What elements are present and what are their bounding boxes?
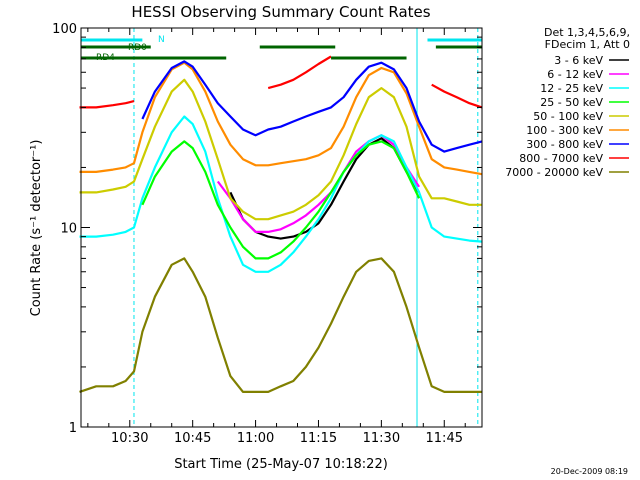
series-line-1: [229, 137, 421, 240]
series-line-9: [79, 257, 482, 393]
plot-area: N RD0 RD4: [79, 28, 483, 427]
x-tick-label-4: 11:15: [300, 431, 337, 446]
flag-label-rd4: RD4: [96, 53, 115, 63]
x-tick-label-1: 10:30: [111, 431, 148, 446]
legend-entry-label-1: 3 - 6 keV: [554, 54, 603, 67]
x-tick-label-5: 11:30: [363, 431, 400, 446]
legend: Det 1,3,4,5,6,9,FDecim 1, Att 0 3 - 6 keV…: [505, 26, 630, 179]
series-line-3: [79, 115, 483, 273]
legend-entry-label-9: 7000 - 20000 keV: [505, 166, 603, 179]
series-line-8: [79, 55, 483, 109]
legend-title-line-2: FDecim 1, Att 0: [545, 38, 630, 51]
x-tick-label-6: 11:45: [426, 431, 463, 446]
series-line-4: [141, 140, 421, 260]
series-line-5: [79, 78, 482, 221]
axes: 10:30 10:45 11:00 11:15 11:30 11:45 1 10 100: [52, 22, 482, 446]
chart-title: HESSI Observing Summary Count Rates: [131, 3, 430, 21]
x-axis-label: Start Time (25-May-07 10:18:22): [174, 457, 388, 472]
legend-entry-label-6: 100 - 300 keV: [526, 124, 603, 137]
legend-entry-label-8: 800 - 7000 keV: [519, 152, 603, 165]
legend-entry-label-4: 25 - 50 keV: [540, 96, 603, 109]
x-tick-label-3: 11:00: [237, 431, 274, 446]
series-line-7: [141, 60, 483, 153]
legend-entry-label-3: 12 - 25 keV: [540, 82, 603, 95]
legend-entry-label-2: 6 - 12 keV: [547, 68, 603, 81]
y-tick-label-2: 10: [60, 222, 77, 237]
legend-title-line-1: Det 1,3,4,5,6,9,: [544, 26, 630, 39]
flag-label-n: N: [158, 35, 165, 45]
y-axis-label: Count Rate (s⁻¹ detector⁻¹): [29, 140, 44, 317]
flag-label-rd0: RD0: [128, 43, 147, 53]
x-tick-label-2: 10:45: [174, 431, 211, 446]
generation-timestamp: 20-Dec-2009 08:19: [551, 467, 628, 476]
series-line-6: [79, 61, 483, 176]
y-tick-label-1: 1: [69, 421, 77, 436]
legend-entry-label-7: 300 - 800 keV: [526, 138, 603, 151]
y-tick-label-3: 100: [52, 22, 77, 37]
legend-entry-label-5: 50 - 100 keV: [533, 110, 603, 123]
